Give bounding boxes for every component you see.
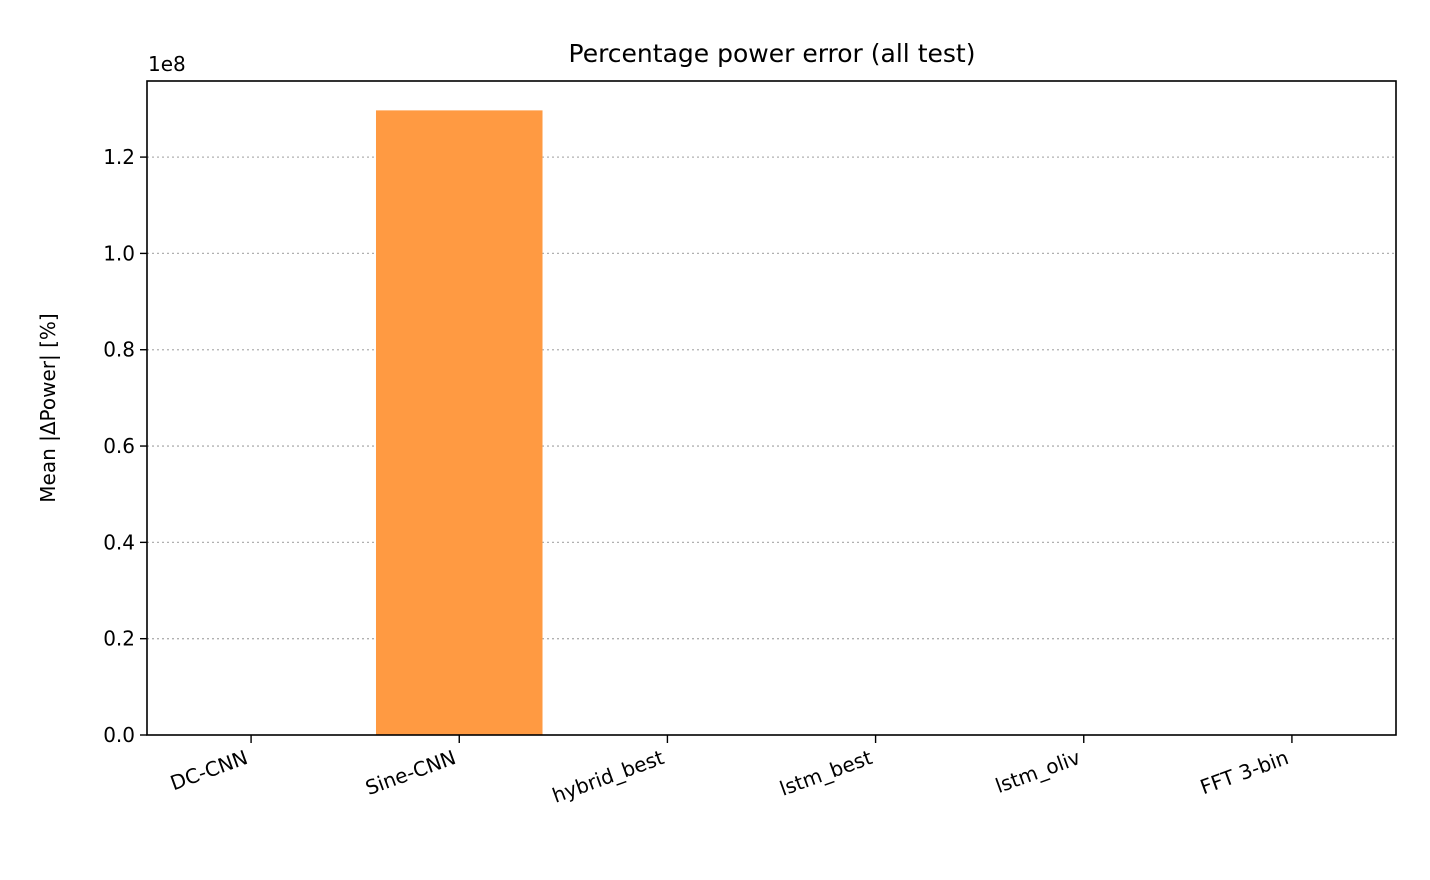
- x-tick-label: DC-CNN: [167, 745, 251, 795]
- x-tick-label: FFT 3-bin: [1197, 745, 1292, 799]
- y-tick-label: 0.8: [103, 338, 135, 362]
- x-tick-label: hybrid_best: [549, 745, 667, 808]
- y-axis-label: Mean |ΔPower| [%]: [36, 313, 60, 502]
- y-tick-label: 1.0: [103, 241, 135, 265]
- y-axis-ticks: 0.0 0.2 0.4 0.6 0.8 1.0 1.2: [103, 145, 147, 747]
- y-tick-label: 0.6: [103, 434, 135, 458]
- y-axis-multiplier: 1e8: [148, 52, 186, 76]
- y-tick-label: 0.2: [103, 627, 135, 651]
- x-axis-ticks: DC-CNN Sine-CNN hybrid_best lstm_best lstm_o…: [167, 735, 1293, 808]
- y-tick-label: 0.4: [103, 530, 135, 554]
- y-tick-label: 0.0: [103, 723, 135, 747]
- x-tick-label: lstm_best: [776, 745, 875, 801]
- bar-1: [375, 110, 543, 736]
- y-gridlines: [147, 156, 1396, 640]
- x-tick-label: Sine-CNN: [362, 745, 459, 800]
- x-tick-label: lstm_oliv: [992, 745, 1084, 798]
- chart-title: Percentage power error (all test): [569, 39, 976, 68]
- bars: [375, 110, 543, 736]
- y-tick-label: 1.2: [103, 145, 135, 169]
- plot-frame: [146, 80, 1397, 736]
